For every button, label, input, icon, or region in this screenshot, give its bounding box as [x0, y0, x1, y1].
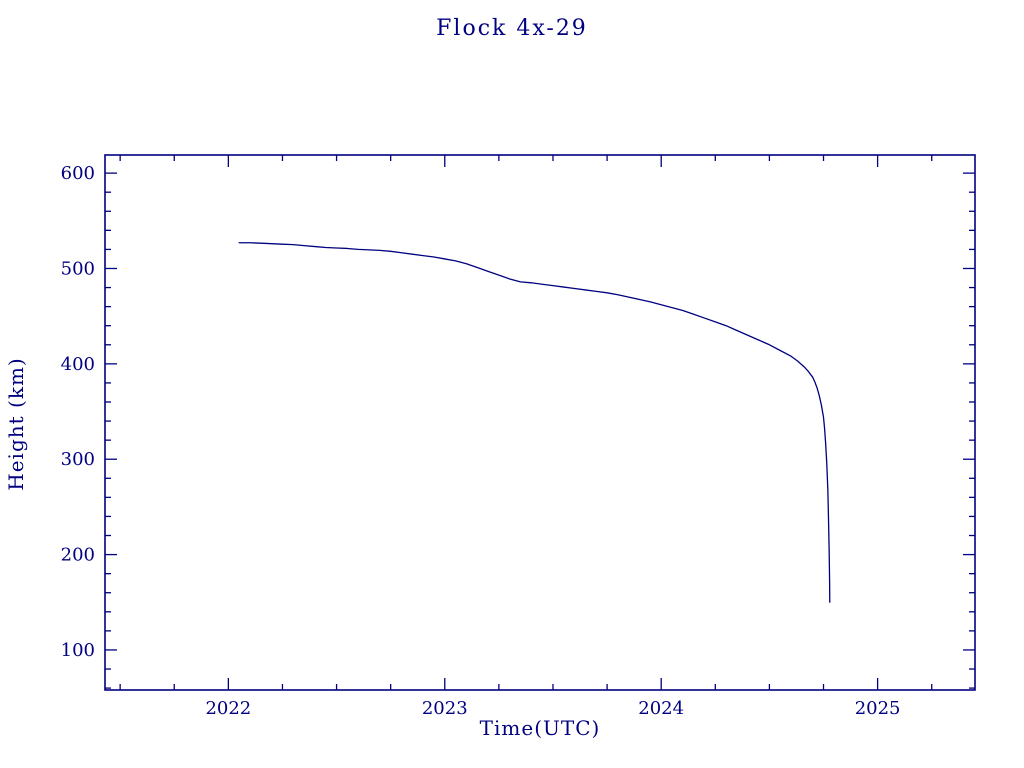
- y-tick-label: 200: [61, 545, 95, 566]
- y-tick-label: 300: [61, 449, 95, 470]
- plot-frame: [104, 154, 976, 691]
- y-tick-label: 400: [61, 354, 95, 375]
- x-axis-label: Time(UTC): [479, 716, 601, 740]
- x-tick-label: 2023: [422, 698, 468, 719]
- chart-title: Flock 4x-29: [436, 16, 588, 41]
- x-tick-label: 2025: [855, 698, 901, 719]
- decay-curve: [238, 242, 831, 603]
- x-tick-label: 2022: [205, 698, 251, 719]
- y-tick-label: 500: [61, 258, 95, 279]
- y-tick-label: 100: [61, 640, 95, 661]
- y-tick-label: 600: [61, 163, 95, 184]
- x-tick-label: 2024: [638, 698, 684, 719]
